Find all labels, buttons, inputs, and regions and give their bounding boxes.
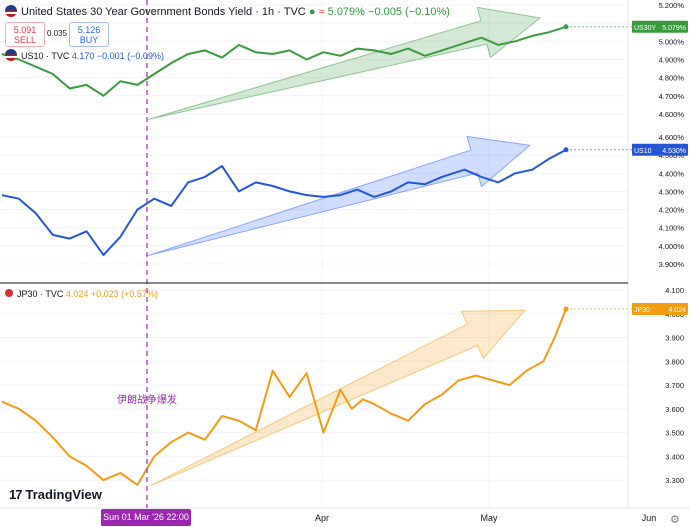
sell-button[interactable]: 5.091 SELL xyxy=(5,22,45,47)
jp30-info: 4.024 +0.023 (+0.57%) xyxy=(65,289,158,299)
last-value-symbol: US10 xyxy=(634,148,652,155)
y-tick-label: 4.900% xyxy=(659,55,685,64)
y-tick-label: 4.800% xyxy=(659,74,685,83)
series-line-us10 xyxy=(1,148,567,256)
main-last: 5.079% xyxy=(327,6,365,18)
series-line-jp30 xyxy=(1,308,567,486)
y-tick-label: 3.300 xyxy=(665,476,684,485)
series-line-us30y xyxy=(1,25,567,97)
tradingview-logo: 17 TradingView xyxy=(9,487,102,502)
trend-arrow xyxy=(147,6,542,120)
y-tick-label: 5.200% xyxy=(659,1,685,10)
sell-label: SELL xyxy=(13,35,37,45)
last-value-symbol: US30Y xyxy=(634,25,657,32)
y-tick-label: 4.600% xyxy=(659,110,685,119)
jp30-title: JP30 · TVC xyxy=(17,289,64,299)
y-tick-label: 4.700% xyxy=(659,92,685,101)
y-tick-label: 4.100 xyxy=(665,286,684,295)
last-value-badge xyxy=(632,143,688,156)
y-tick-label: 4.100% xyxy=(659,224,685,233)
y-tick-label: 4.400% xyxy=(659,169,685,178)
buy-button[interactable]: 5.126 BUY xyxy=(69,22,109,47)
crosshair-time-label: Sun 01 Mar '26 22:00 xyxy=(101,509,191,526)
japan-flag-icon xyxy=(5,289,13,297)
buy-price: 5.126 xyxy=(77,25,101,35)
eye-icon[interactable]: ≈ xyxy=(318,6,325,18)
y-tick-label: 3.900 xyxy=(665,334,684,343)
gear-icon[interactable]: ⚙ xyxy=(670,514,680,526)
y-tick-label: 4.600% xyxy=(659,133,685,142)
jp30-legend[interactable]: JP30 · TVC 4.024 +0.023 (+0.57%) xyxy=(5,289,158,299)
y-tick-label: 4.000% xyxy=(659,242,685,251)
main-change: −0.005 (−0.10%) xyxy=(368,6,450,18)
us-flag-icon xyxy=(5,49,17,61)
last-value-symbol: JP30 xyxy=(634,307,650,314)
signal-icon: ● xyxy=(308,6,316,18)
x-tick-label: Jun xyxy=(642,513,657,523)
us10-title: US10 · TVC xyxy=(21,51,70,61)
spread-value: 0.035 xyxy=(47,29,68,38)
us10-info: 4.170 −0.001 (−0.09%) xyxy=(71,51,164,61)
main-legend[interactable]: United States 30 Year Government Bonds Y… xyxy=(5,5,450,18)
y-tick-label: 5.000% xyxy=(659,37,685,46)
trend-arrows xyxy=(147,6,542,487)
main-title: United States 30 Year Government Bonds Y… xyxy=(21,6,306,18)
last-value-text: 4.530% xyxy=(662,148,686,155)
sell-price: 5.091 xyxy=(13,25,37,35)
x-tick-label: May xyxy=(480,513,498,523)
series-lines xyxy=(1,24,632,486)
logo-text: TradingView xyxy=(25,487,102,502)
logo-mark: 17 xyxy=(9,487,23,502)
last-value-badge xyxy=(632,20,688,33)
buy-label: BUY xyxy=(79,35,99,45)
y-tick-label: 3.400 xyxy=(665,452,684,461)
y-tick-label: 4.300% xyxy=(659,187,685,196)
last-value-text: 5.079% xyxy=(662,25,686,32)
last-value-text: 4.024 xyxy=(668,307,686,314)
y-tick-label: 3.600 xyxy=(665,405,684,414)
event-annotation: 伊朗战争爆发 xyxy=(117,395,177,406)
y-tick-label: 4.200% xyxy=(659,206,685,215)
us-flag-icon xyxy=(5,5,17,17)
y-tick-label: 3.900% xyxy=(659,260,685,269)
x-tick-label: Apr xyxy=(315,513,329,523)
y-tick-label: 3.800 xyxy=(665,357,684,366)
last-value-badge xyxy=(632,303,688,316)
y-tick-label: 3.700 xyxy=(665,381,684,390)
us10-legend[interactable]: US10 · TVC 4.170 −0.001 (−0.09%) xyxy=(5,49,164,61)
price-axes: 5.200%5.100%5.000%4.900%4.800%4.700%4.60… xyxy=(627,0,688,508)
y-tick-label: 3.500 xyxy=(665,429,684,438)
